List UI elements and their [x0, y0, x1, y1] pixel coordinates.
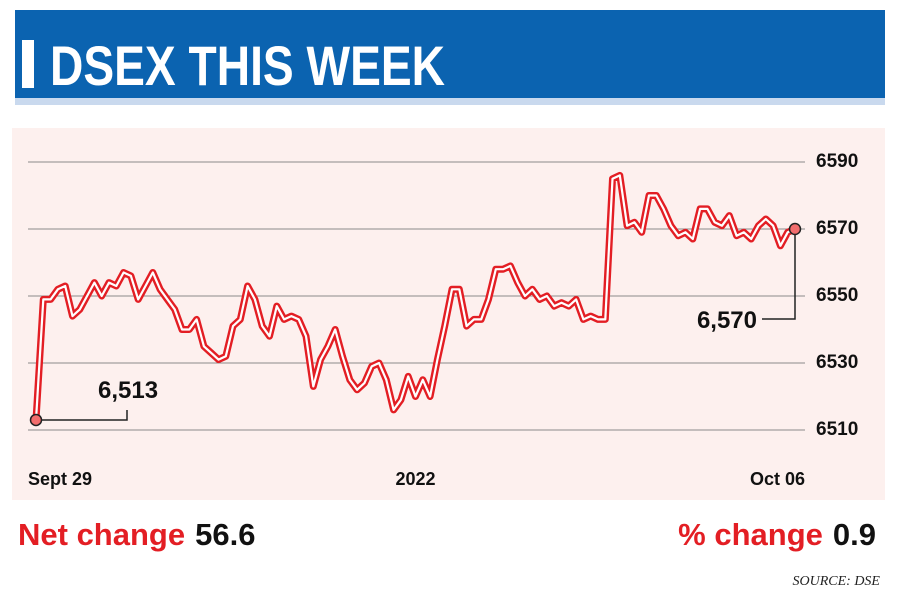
value-label: 6,570: [697, 307, 757, 334]
net-change-label: Net change: [18, 517, 185, 552]
value-label: 6,513: [98, 377, 158, 404]
pct-change-value: 0.9: [833, 517, 876, 552]
leader-line: [36, 409, 128, 421]
y-tick-label: 6530: [816, 352, 858, 373]
header-band: [15, 10, 885, 98]
plot: 6510 6530 6550 6570 6590 Sept 29 2022 Oct 06 6,5…: [28, 151, 858, 489]
y-tick-label: 6590: [816, 151, 858, 172]
leader-line: [762, 229, 796, 320]
end-point: [788, 222, 802, 236]
y-tick-label: 6510: [816, 419, 858, 440]
source: SOURCE: DSE: [793, 574, 881, 589]
pct-change: % change 0.9: [678, 517, 876, 552]
net-change: Net change 56.6: [18, 517, 255, 552]
header-strip: [15, 98, 885, 105]
header-accent: [22, 40, 34, 88]
y-tick-label: 6570: [816, 218, 858, 239]
x-tick-label: Oct 06: [750, 469, 805, 489]
net-change-value: 56.6: [195, 517, 255, 552]
x-tick-label: 2022: [395, 469, 435, 489]
x-tick-label: Sept 29: [28, 469, 92, 489]
title: DSEX THIS WEEK: [50, 34, 445, 97]
pct-change-label: % change: [678, 517, 823, 552]
end-point: [29, 413, 43, 427]
line-highlight: [34, 174, 796, 420]
y-tick-label: 6550: [816, 285, 858, 306]
